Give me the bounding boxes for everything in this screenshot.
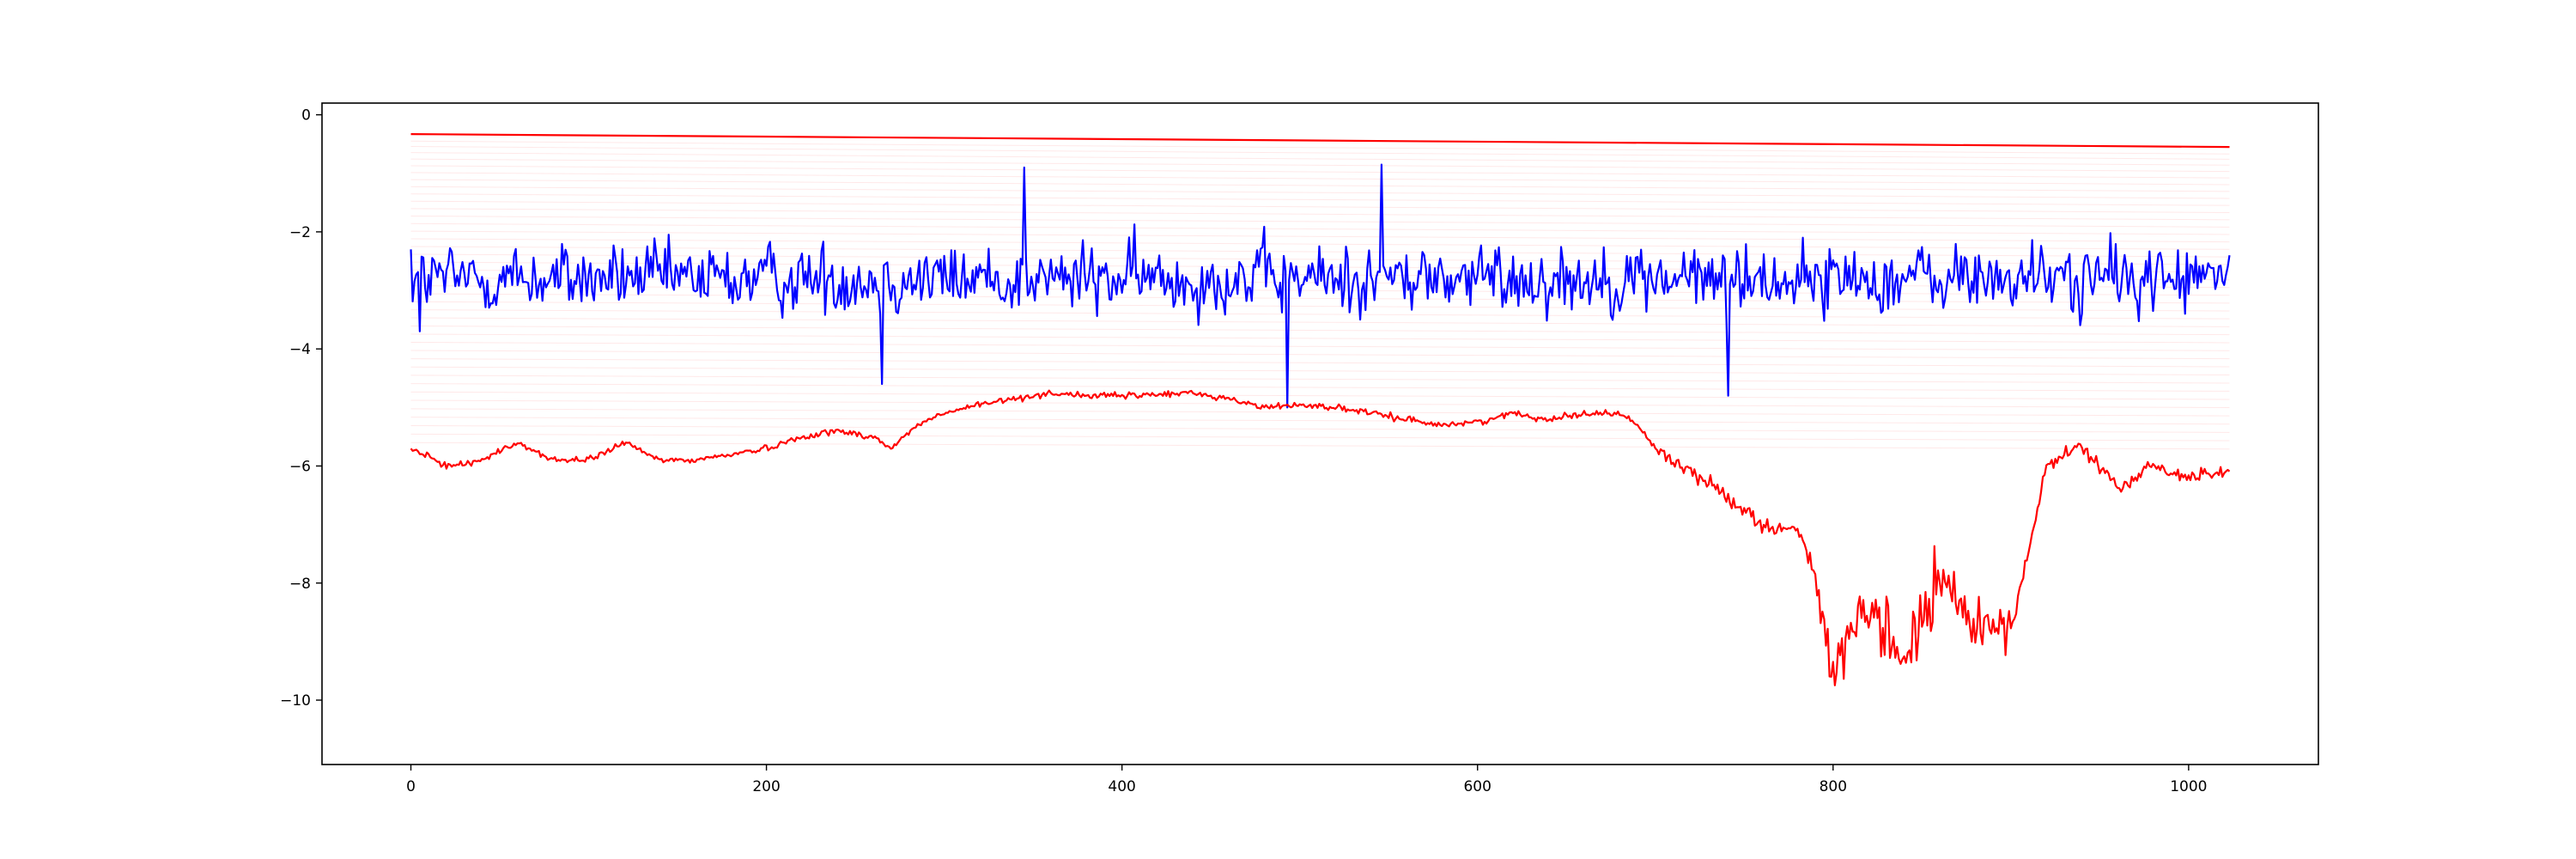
faint-line: [410, 238, 2230, 250]
faint-line: [410, 366, 2230, 375]
faint-line: [410, 285, 2230, 296]
faint-line: [410, 230, 2230, 243]
faint-line: [410, 325, 2230, 336]
faint-line: [410, 375, 2230, 384]
faint-line: [410, 408, 2230, 417]
ticks-group: 0 200 400 600 800 1000 0 −2 −4 −6 −8 −10: [280, 107, 2207, 795]
faint-line: [410, 309, 2230, 320]
x-tick-label: 400: [1108, 778, 1135, 795]
faint-line: [410, 293, 2230, 304]
y-tick-label: 0: [301, 107, 311, 125]
faint-line: [410, 165, 2230, 179]
faint-line: [410, 391, 2230, 400]
faint-line: [410, 383, 2230, 392]
faint-line: [410, 433, 2230, 442]
faint-lines-group: [410, 140, 2230, 450]
faint-line: [410, 341, 2230, 351]
faint-line: [410, 208, 2230, 221]
y-tick-label: −8: [289, 576, 311, 593]
series-group: [410, 133, 2231, 686]
y-tick-label: −2: [289, 224, 311, 241]
faint-line: [410, 301, 2230, 312]
faint-line: [410, 193, 2230, 206]
y-tick-label: −4: [289, 341, 311, 358]
x-tick-label: 600: [1463, 778, 1491, 795]
faint-line: [410, 140, 2230, 155]
faint-line: [410, 152, 2230, 166]
axes-group: [321, 102, 2319, 765]
faint-line: [410, 424, 2230, 433]
series-line-noisy: [410, 163, 2231, 409]
faint-line: [410, 200, 2230, 213]
y-tick-label: −6: [289, 458, 311, 475]
faint-line: [410, 358, 2230, 368]
y-tick-label: −10: [280, 692, 311, 710]
faint-line: [410, 317, 2230, 327]
faint-line: [410, 277, 2230, 289]
faint-line: [410, 158, 2230, 173]
plot-frame: [321, 102, 2319, 765]
x-tick-label: 200: [752, 778, 780, 795]
faint-line: [410, 186, 2230, 199]
faint-line: [410, 179, 2230, 192]
series-line-top: [410, 133, 2230, 149]
x-tick-label: 800: [1820, 778, 1847, 795]
faint-line: [410, 146, 2230, 160]
series-line-bottom: [410, 389, 2231, 686]
x-tick-label: 1000: [2170, 778, 2207, 795]
faint-line: [410, 350, 2230, 360]
faint-line: [410, 417, 2230, 425]
faint-line: [410, 216, 2230, 228]
faint-line: [410, 222, 2230, 235]
faint-line: [410, 333, 2230, 344]
faint-line: [410, 172, 2230, 186]
faint-line: [410, 442, 2230, 450]
x-tick-label: 0: [406, 778, 416, 795]
